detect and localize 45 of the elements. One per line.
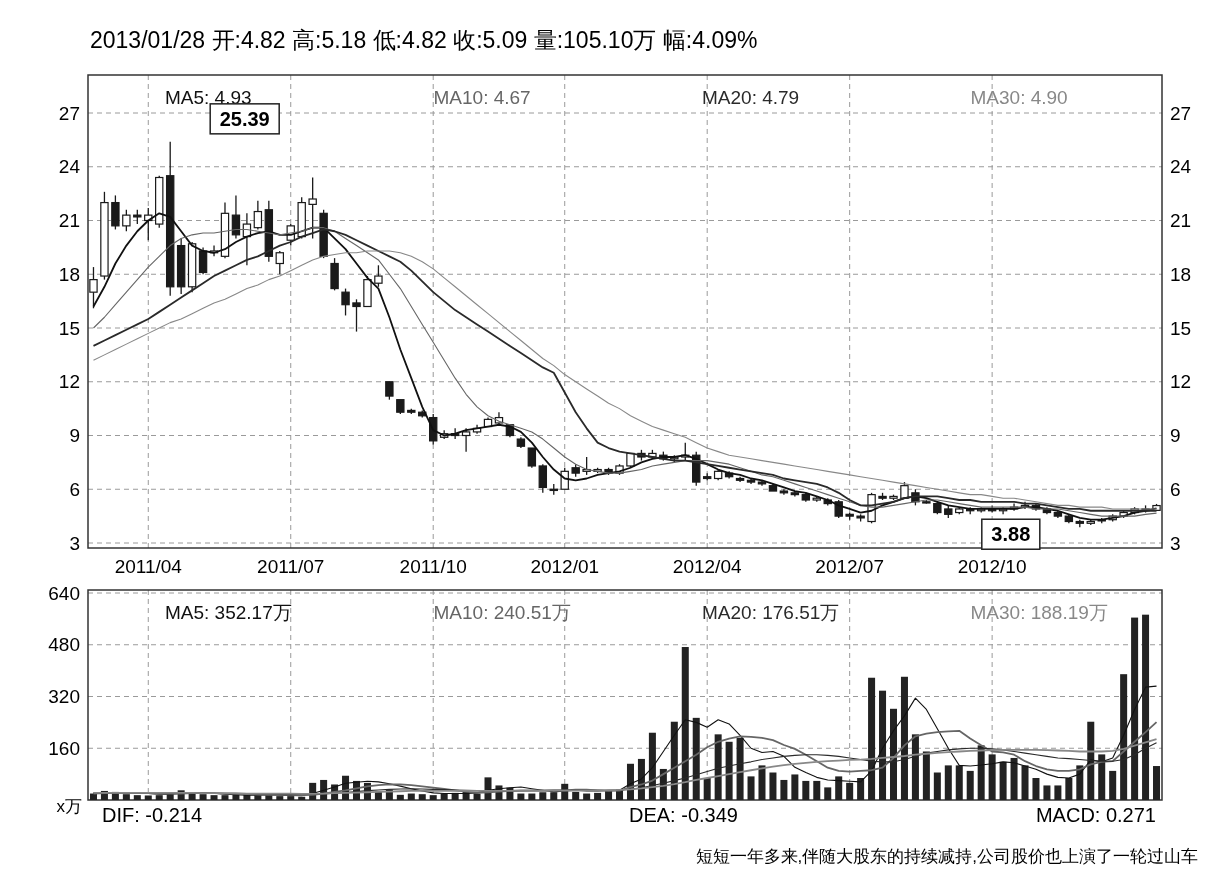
y-tick-label: 320 bbox=[48, 686, 80, 708]
text: MA20: 176.51万 bbox=[702, 601, 840, 623]
y-tick-label: 6 bbox=[69, 478, 80, 500]
x-tick-label: 2012/07 bbox=[815, 556, 885, 577]
x-tick-label: 2012/10 bbox=[957, 556, 1027, 577]
text: DEA: -0.349 bbox=[629, 804, 738, 826]
x-tick-label: 2012/04 bbox=[672, 556, 742, 577]
y2-tick-label: 15 bbox=[1170, 317, 1192, 339]
y-tick-label: 9 bbox=[69, 425, 80, 447]
annotation: 25.39 bbox=[219, 107, 270, 130]
y-tick-label: 18 bbox=[58, 263, 80, 285]
y-tick-label: 27 bbox=[58, 102, 80, 124]
y2-tick-label: 24 bbox=[1170, 156, 1192, 178]
x-tick-label: 2011/10 bbox=[399, 556, 467, 577]
y2-tick-label: 21 bbox=[1170, 210, 1192, 232]
text: MA20: 4.79 bbox=[702, 86, 800, 108]
y2-tick-label: 27 bbox=[1170, 102, 1192, 124]
y-tick-label: 640 bbox=[48, 582, 80, 604]
y2-tick-label: 6 bbox=[1170, 478, 1181, 500]
annotation: 3.88 bbox=[991, 523, 1031, 546]
y-tick-label: 12 bbox=[58, 371, 80, 393]
text: MA10: 4.67 bbox=[433, 86, 531, 108]
text: MA10: 240.51万 bbox=[433, 601, 571, 623]
text: MA5: 4.93 bbox=[165, 86, 252, 108]
x-tick-label: 2011/07 bbox=[257, 556, 325, 577]
y-tick-label: 21 bbox=[58, 210, 80, 232]
text: MA30: 188.19万 bbox=[970, 601, 1108, 623]
y-tick-label: 24 bbox=[58, 156, 81, 178]
text: 短短一年多来,伴随大股东的持续减持,公司股价也上演了一轮过山车 bbox=[695, 847, 1198, 866]
text: MA30: 4.90 bbox=[970, 86, 1068, 108]
text: MA5: 352.17万 bbox=[165, 601, 292, 623]
y2-tick-label: 3 bbox=[1170, 532, 1181, 554]
y2-tick-label: 18 bbox=[1170, 263, 1192, 285]
y-tick-label: 480 bbox=[48, 634, 80, 656]
y-tick-label: 160 bbox=[48, 737, 80, 759]
y-tick-label: 3 bbox=[69, 532, 80, 554]
x-tick-label: 2011/04 bbox=[114, 556, 183, 577]
y-tick-label: 15 bbox=[58, 317, 80, 339]
x-tick-label: 2012/01 bbox=[530, 556, 600, 577]
y2-tick-label: 12 bbox=[1170, 371, 1192, 393]
chart-title: 2013/01/28 开:4.82 高:5.18 低:4.82 收:5.09 量:105.10万 幅:4.09% bbox=[90, 27, 758, 53]
y-axis-title: x万 bbox=[56, 797, 82, 816]
y2-tick-label: 9 bbox=[1170, 425, 1181, 447]
text: MACD: 0.271 bbox=[1035, 804, 1156, 826]
text: DIF: -0.214 bbox=[102, 804, 203, 826]
